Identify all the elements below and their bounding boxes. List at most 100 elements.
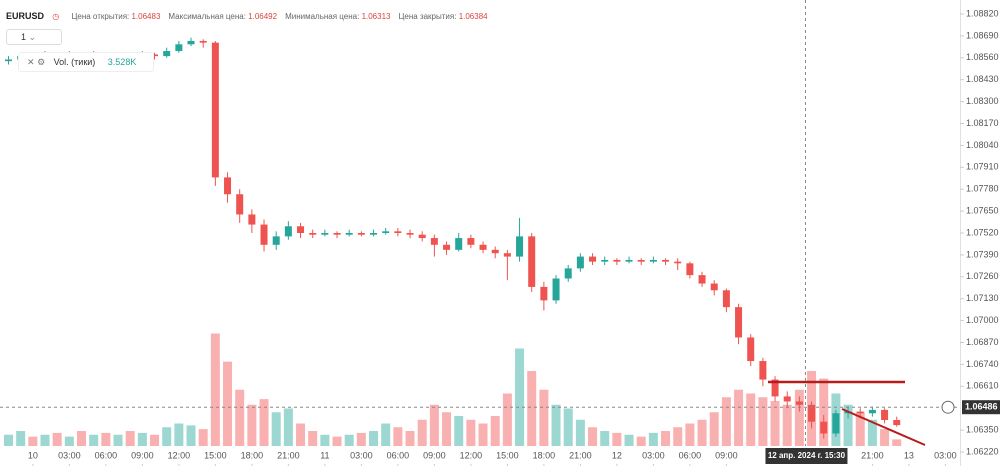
candle-body [795, 401, 803, 405]
volume-value: 3.528K [107, 57, 137, 67]
crosshair-time: 12 апр. 2024 г. 15:30 [768, 451, 846, 460]
y-tick-label: 1.08560 [966, 52, 999, 62]
y-tick-label: 1.08040 [966, 140, 999, 150]
volume-bar [697, 419, 707, 446]
x-tick-label: 13 [904, 450, 914, 460]
candle-body [832, 413, 840, 434]
add-alert-button[interactable] [941, 400, 955, 414]
volume-bar [490, 416, 500, 446]
candle-body [856, 411, 864, 414]
x-tick-label: 03:00 [350, 450, 373, 460]
volume-bar [454, 416, 464, 446]
candle-body [589, 256, 597, 262]
legend-header: EURUSD ◷ Цена открытия: 1.06483 Максималь… [6, 11, 496, 21]
x-tick-label: 15:00 [496, 450, 519, 460]
candle-body [881, 409, 889, 421]
volume-bar [381, 423, 391, 446]
volume-bar [661, 431, 671, 446]
candle-body [467, 238, 475, 245]
x-tick-label: 18:00 [241, 450, 264, 460]
candle-body [260, 224, 268, 245]
volume-bar [442, 412, 452, 446]
volume-bar [64, 436, 74, 446]
y-tick-label: 1.07520 [966, 227, 999, 237]
x-tick-label: 21:00 [277, 450, 300, 460]
volume-bar [709, 412, 719, 446]
candle-body [284, 226, 292, 237]
ohlc-label: Максимальная цена: [168, 12, 246, 21]
candle-body [443, 244, 451, 250]
ohlc-value: 1.06492 [248, 12, 278, 21]
x-tick-label: 03:00 [642, 450, 665, 460]
volume-bar [819, 378, 829, 446]
y-tick-label: 1.07390 [966, 249, 999, 259]
candle-body [163, 51, 171, 57]
x-tick-label: 12:00 [460, 450, 483, 460]
volume-bar [101, 432, 111, 446]
volume-bar [210, 333, 220, 446]
volume-bar [259, 399, 269, 446]
volume-bar [843, 404, 853, 446]
volume-bar [429, 404, 439, 446]
y-tick-label: 1.08300 [966, 96, 999, 106]
x-tick-label: 09:00 [131, 450, 154, 460]
volume-bar [648, 432, 658, 446]
volume-bar [137, 432, 147, 446]
volume-bar [478, 423, 488, 446]
y-tick-label: 1.06870 [966, 337, 999, 347]
candle-body [309, 233, 317, 235]
interval-select[interactable]: 1 ⌄ [6, 29, 62, 45]
volume-bar [369, 431, 379, 446]
volume-bar [198, 429, 208, 446]
candle-body [649, 259, 657, 262]
candle-body [662, 259, 670, 262]
volume-bar [283, 408, 293, 446]
y-tick-label: 1.06740 [966, 359, 999, 369]
x-tick-label: 03:00 [934, 450, 957, 460]
candle-body [747, 337, 755, 362]
volume-bar [515, 348, 525, 446]
volume-bar [600, 431, 610, 446]
volume-bar [588, 427, 598, 446]
crosshair-price: 1.06486 [965, 402, 998, 412]
volume-bar [235, 389, 245, 446]
candle-body [601, 259, 609, 262]
x-tick-label: 06:00 [679, 450, 702, 460]
volume-bar [320, 434, 330, 446]
volume-bar [77, 431, 87, 446]
candle-body [175, 44, 183, 52]
volume-bar [223, 361, 233, 446]
candle-body [430, 238, 438, 245]
ohlc-label: Цена закрытия: [398, 12, 457, 21]
volume-bar [4, 434, 14, 446]
candle-body [199, 40, 207, 43]
volume-bar [466, 419, 476, 446]
candle-layer [5, 37, 901, 439]
volume-bar [527, 371, 537, 446]
close-icon[interactable]: ✕ [27, 57, 35, 67]
settings-icon[interactable]: ⚙ [37, 57, 46, 67]
x-tick-label: 03:00 [58, 450, 81, 460]
volume-bar [746, 393, 756, 446]
volume-bar [685, 423, 695, 446]
x-tick-label: 09:00 [715, 450, 738, 460]
candle-body [211, 42, 219, 178]
y-tick-label: 1.06220 [966, 446, 999, 456]
ohlc-label: Минимальная цена: [285, 12, 360, 21]
ohlc-value: 1.06313 [361, 12, 391, 21]
candle-body [5, 59, 13, 62]
volume-bar [308, 431, 318, 446]
y-tick-label: 1.08690 [966, 30, 999, 40]
candle-body [455, 238, 463, 250]
x-tick-label: 06:00 [387, 450, 410, 460]
candle-body [576, 256, 584, 269]
candle-body [868, 409, 876, 414]
candle-body [613, 259, 621, 262]
drawn-trend-line[interactable] [841, 408, 926, 446]
volume-bar [16, 431, 26, 446]
y-tick-label: 1.06610 [966, 381, 999, 391]
ohlc: Цена открытия: 1.06483 Максимальная цена:… [71, 12, 495, 21]
candle-body [528, 236, 536, 287]
candle-body [637, 259, 645, 262]
